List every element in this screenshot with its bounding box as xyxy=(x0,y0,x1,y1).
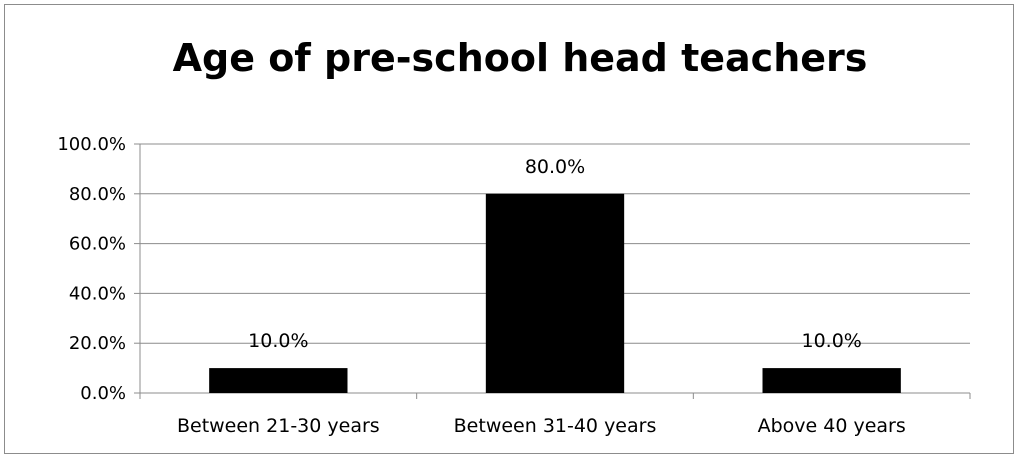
y-tick-label: 40.0% xyxy=(69,283,126,304)
x-tick-label: Above 40 years xyxy=(758,415,906,437)
y-tick-label: 100.0% xyxy=(57,134,126,155)
bar xyxy=(209,368,348,393)
y-tick-label: 0.0% xyxy=(80,383,126,404)
y-tick-label: 60.0% xyxy=(69,234,126,255)
y-tick-label: 80.0% xyxy=(69,184,126,205)
x-tick-label: Between 31-40 years xyxy=(454,415,657,437)
y-tick-label: 20.0% xyxy=(69,333,126,354)
data-label: 10.0% xyxy=(801,330,861,352)
bar xyxy=(762,368,901,393)
chart-title: Age of pre-school head teachers xyxy=(172,36,868,80)
bar xyxy=(485,193,625,393)
bars xyxy=(209,193,901,393)
data-label: 80.0% xyxy=(525,156,585,178)
labels: 0.0% 20.0% 40.0% 60.0% 80.0% 100.0% 10.0% Betwe… xyxy=(57,134,905,437)
data-label: 10.0% xyxy=(248,330,308,352)
x-tick-label: Between 21-30 years xyxy=(177,415,380,437)
